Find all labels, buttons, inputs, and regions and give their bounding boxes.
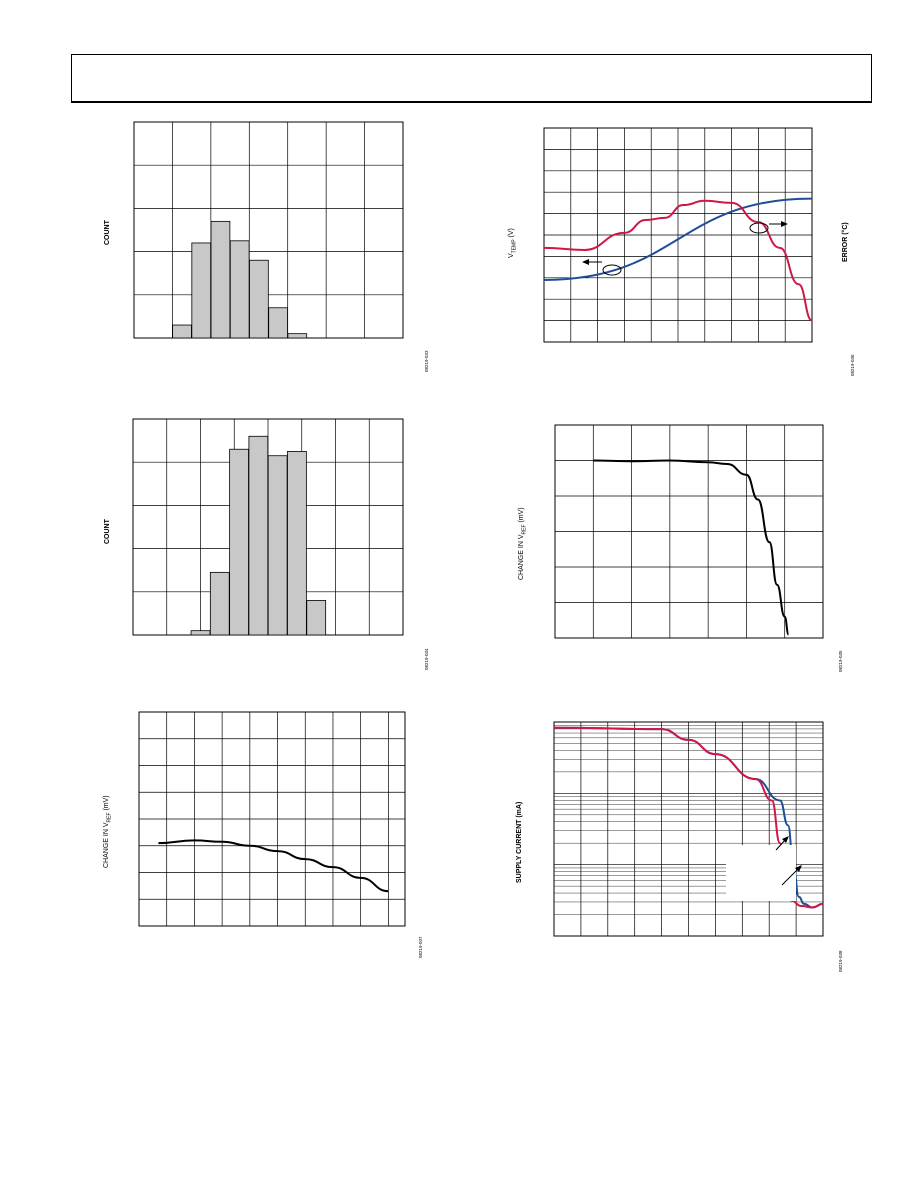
- figure-id-text: 08219-036: [850, 354, 855, 376]
- ylabel-sub: REF: [521, 524, 528, 535]
- grid-lines: [554, 722, 823, 936]
- arrow-head-icon: [795, 865, 802, 872]
- histogram-bar: [248, 435, 269, 636]
- histogram-bar: [191, 242, 212, 339]
- arrow-head-icon: [782, 836, 789, 843]
- ylabel-unit: (mV): [518, 507, 525, 525]
- ylabel-text: COUNT: [104, 519, 111, 544]
- supply-current-chart: [553, 721, 824, 937]
- histogram-bar: [229, 240, 250, 339]
- ylabel-unit: (mV): [103, 795, 110, 813]
- grid-lines: [139, 712, 405, 926]
- ylabel-sub: TEMP: [511, 239, 518, 254]
- legend-blank-box: [726, 845, 796, 901]
- page-header-box: [71, 54, 872, 103]
- ylabel-text: COUNT: [104, 220, 111, 245]
- vref-change-chart-1: [554, 424, 824, 639]
- figure-id-text: 08219-033: [424, 350, 429, 372]
- ylabel-main: CHANGE IN V: [103, 822, 110, 868]
- annotation-arrow-blue: [781, 867, 800, 886]
- histogram-bar: [229, 448, 249, 636]
- count-histogram-chart-2: [132, 418, 404, 636]
- ylabel-unit: (V): [508, 228, 515, 240]
- ylabel-main: V: [508, 253, 515, 258]
- series-line-0: [543, 197, 813, 281]
- histogram-bar: [287, 333, 308, 339]
- figure-id-text: 08219-035: [838, 650, 843, 672]
- figure-id-text: 08219-037: [418, 936, 423, 958]
- series-line-1: [543, 199, 813, 322]
- line-series: [593, 459, 790, 636]
- count-histogram-chart-1: [133, 121, 404, 339]
- bar-series: [172, 220, 308, 339]
- series-line-1: [553, 726, 824, 909]
- vtemp-error-chart: [543, 127, 813, 343]
- histogram-bar: [210, 220, 231, 339]
- line-series: [158, 839, 389, 893]
- ylabel-sub: REF: [106, 812, 113, 823]
- histogram-bar: [172, 324, 192, 339]
- arrow-head-left-icon: [582, 259, 589, 265]
- histogram-bar: [287, 451, 307, 636]
- figure-id-text: 08219-034: [424, 648, 429, 670]
- histogram-bar: [267, 455, 288, 636]
- series-line-0: [593, 459, 790, 636]
- line-series: [553, 726, 824, 909]
- ylabel-main: CHANGE IN V: [518, 534, 525, 580]
- error-series-marker-ellipse: [749, 222, 769, 234]
- arrow-head-right-icon: [781, 221, 788, 227]
- histogram-bar: [249, 259, 269, 339]
- line-series: [543, 197, 813, 322]
- histogram-bar: [306, 600, 327, 636]
- series-line-0: [158, 839, 389, 893]
- figure-id-text: 08219-038: [838, 950, 843, 972]
- histogram-bar: [209, 571, 230, 636]
- histogram-bar: [268, 307, 288, 339]
- vref-change-chart-2: [138, 711, 406, 927]
- vtemp-series-marker-ellipse: [602, 264, 622, 276]
- grid-lines: [544, 128, 812, 342]
- ylabel-text: SUPPLY CURRENT (mA): [516, 801, 523, 883]
- y2label-text: ERROR (°C): [842, 222, 849, 262]
- histogram-bar: [190, 630, 211, 636]
- bar-series: [190, 435, 327, 636]
